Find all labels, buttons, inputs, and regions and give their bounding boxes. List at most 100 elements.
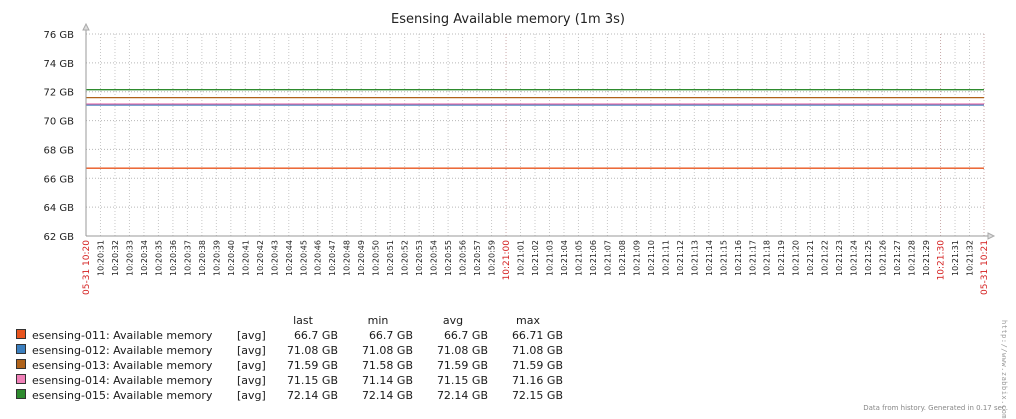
x-tick-label: 10:21:06 xyxy=(589,240,598,276)
legend-min: 71.58 GB xyxy=(361,359,413,372)
x-tick-label: 10:21:26 xyxy=(879,240,888,276)
x-tick-label: 10:20:56 xyxy=(459,240,468,276)
chart-title: Esensing Available memory (1m 3s) xyxy=(391,12,625,27)
legend-function: [avg] xyxy=(237,329,266,342)
x-tick-label: 10:20:53 xyxy=(415,240,424,276)
x-tick-label: 10:21:13 xyxy=(690,240,699,276)
legend-max: 71.08 GB xyxy=(511,344,563,357)
legend-max: 71.59 GB xyxy=(511,359,563,372)
generation-footnote: Data from history. Generated in 0.17 sec… xyxy=(863,404,1008,412)
legend-avg: 71.08 GB xyxy=(436,344,488,357)
legend-function: [avg] xyxy=(237,389,266,402)
legend-avg: 66.7 GB xyxy=(443,329,488,342)
x-tick-label: 10:20:39 xyxy=(212,240,221,276)
legend-series-name: esensing-014: Available memory xyxy=(32,374,213,387)
legend-min: 71.14 GB xyxy=(361,374,413,387)
x-tick-label: 10:20:41 xyxy=(241,240,250,276)
x-tick-label: 10:20:49 xyxy=(357,240,366,276)
x-tick-label: 10:20:36 xyxy=(169,240,178,276)
x-tick-label: 10:21:19 xyxy=(777,240,786,276)
legend-max: 71.16 GB xyxy=(511,374,563,387)
x-tick-label: 10:21:09 xyxy=(632,240,641,276)
x-tick-label: 10:20:51 xyxy=(386,240,395,276)
legend-series-name: esensing-012: Available memory xyxy=(32,344,213,357)
x-tick-label: 10:21:30 xyxy=(937,240,947,281)
x-tick-label: 10:21:03 xyxy=(545,240,554,276)
legend-last: 72.14 GB xyxy=(286,389,338,402)
x-tick-label: 10:20:32 xyxy=(111,240,120,276)
x-tick-label: 10:20:44 xyxy=(285,240,294,276)
x-tick-label: 10:21:16 xyxy=(734,240,743,276)
legend-header-last: last xyxy=(293,314,313,327)
x-tick-label: 10:20:47 xyxy=(328,240,337,276)
legend-avg: 72.14 GB xyxy=(436,389,488,402)
x-tick-label: 10:21:12 xyxy=(676,240,685,276)
zabbix-watermark: http://www.zabbix.com xyxy=(1000,320,1008,419)
series-lines xyxy=(86,89,984,169)
y-axis-ticks: 62 GB 64 GB 66 GB 68 GB 70 GB 72 GB 74 GB 76 GB xyxy=(43,30,74,243)
x-tick-label: 10:21:18 xyxy=(763,240,772,276)
x-tick-label: 10:21:27 xyxy=(893,240,902,276)
x-tick-label: 10:20:37 xyxy=(183,240,192,276)
x-axis-ticks: 05-31 10:20 10:20:31 10:20:32 10:20:33 10:20… xyxy=(82,240,990,295)
legend-series-name: esensing-013: Available memory xyxy=(32,359,213,372)
x-tick-label: 10:21:01 xyxy=(517,240,526,276)
y-tick-label: 70 GB xyxy=(43,117,74,128)
y-tick-label: 62 GB xyxy=(43,232,74,243)
x-tick-label: 05-31 10:21 xyxy=(980,240,990,295)
legend-last: 66.7 GB xyxy=(293,329,338,342)
legend-function: [avg] xyxy=(237,359,266,372)
legend-header-max: max xyxy=(516,314,540,327)
x-tick-label: 10:21:14 xyxy=(705,240,714,276)
x-tick-label: 10:20:55 xyxy=(444,240,453,276)
x-tick-label: 10:20:48 xyxy=(343,240,352,276)
x-tick-label: 05-31 10:20 xyxy=(82,240,92,295)
x-tick-label: 10:20:42 xyxy=(256,240,265,276)
x-tick-label: 10:20:46 xyxy=(314,240,323,276)
x-tick-label: 10:21:24 xyxy=(850,240,859,276)
legend-header-min: min xyxy=(367,314,389,327)
x-tick-label: 10:21:29 xyxy=(922,240,931,276)
x-tick-label: 10:21:28 xyxy=(908,240,917,276)
x-tick-label: 10:20:50 xyxy=(372,240,381,276)
x-tick-label: 10:20:43 xyxy=(270,240,279,276)
legend-function: [avg] xyxy=(237,344,266,357)
y-tick-label: 66 GB xyxy=(43,174,74,185)
legend-min: 71.08 GB xyxy=(361,344,413,357)
x-tick-label: 10:21:22 xyxy=(821,240,830,276)
legend-max: 72.15 GB xyxy=(511,389,563,402)
legend-swatch xyxy=(16,329,26,339)
x-tick-label: 10:20:40 xyxy=(227,240,236,276)
legend-swatch xyxy=(16,374,26,384)
x-tick-label: 10:21:20 xyxy=(792,240,801,276)
y-tick-label: 64 GB xyxy=(43,203,74,214)
x-tick-label: 10:20:54 xyxy=(430,240,439,276)
legend-last: 71.08 GB xyxy=(286,344,338,357)
legend-min: 66.7 GB xyxy=(368,329,413,342)
legend-series-name: esensing-015: Available memory xyxy=(32,389,213,402)
x-tick-label: 10:20:35 xyxy=(154,240,163,276)
x-tick-label: 10:21:08 xyxy=(618,240,627,276)
x-tick-label: 10:21:10 xyxy=(647,240,656,276)
legend-avg: 71.15 GB xyxy=(436,374,488,387)
x-tick-label: 10:20:34 xyxy=(140,240,149,276)
y-tick-label: 72 GB xyxy=(43,88,74,99)
x-tick-label: 10:21:11 xyxy=(661,240,670,276)
legend-swatch xyxy=(16,389,26,399)
memory-line-chart: Esensing Available memory (1m 3s) 62 GB 6… xyxy=(43,12,996,295)
x-axis-arrow xyxy=(987,232,996,240)
x-tick-label: 10:21:05 xyxy=(574,240,583,276)
x-tick-label: 10:21:04 xyxy=(560,240,569,276)
x-tick-label: 10:20:33 xyxy=(125,240,134,276)
x-tick-label: 10:20:52 xyxy=(401,240,410,276)
x-tick-label: 10:20:59 xyxy=(488,240,497,276)
x-tick-label: 10:21:21 xyxy=(806,240,815,276)
y-tick-label: 68 GB xyxy=(43,145,74,156)
legend-function: [avg] xyxy=(237,374,266,387)
y-tick-label: 76 GB xyxy=(43,30,74,41)
legend-swatch xyxy=(16,344,26,354)
x-tick-label: 10:20:45 xyxy=(299,240,308,276)
plot-grid xyxy=(85,33,985,237)
legend-last: 71.59 GB xyxy=(286,359,338,372)
x-tick-label: 10:21:25 xyxy=(864,240,873,276)
